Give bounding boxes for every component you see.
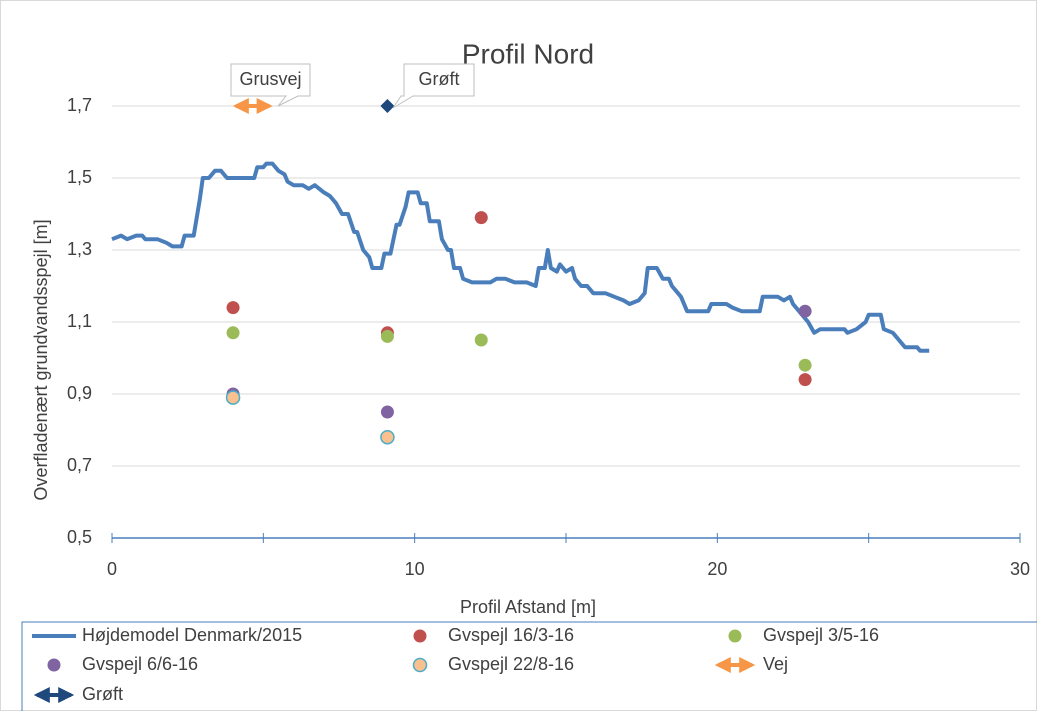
data-point: [226, 301, 240, 315]
callout-box: [230, 63, 311, 107]
legend-label: Gvspejl 3/5-16: [763, 625, 879, 645]
annotation: Grøft: [419, 69, 460, 89]
chart-title: Profil Nord: [462, 38, 594, 69]
data-point: [380, 329, 394, 343]
y-tick-label: 1,7: [67, 95, 92, 115]
x-tick-label: 10: [405, 559, 425, 579]
data-point: [226, 326, 240, 340]
y-tick-label: 1,3: [67, 239, 92, 259]
y-tick-label: 0,7: [67, 455, 92, 475]
x-axis-label: Profil Afstand [m]: [460, 597, 596, 617]
y-tick-label: 1,1: [67, 311, 92, 331]
legend-swatch: [47, 658, 61, 672]
legend-label: Gvspejl 6/6-16: [82, 654, 198, 674]
legend-swatch: [728, 629, 742, 643]
legend-label: Grøft: [82, 684, 123, 704]
data-point: [380, 405, 394, 419]
legend-swatch: [413, 629, 427, 643]
legend-label: Vej: [763, 654, 788, 674]
y-tick-label: 0,9: [67, 383, 92, 403]
x-tick-label: 0: [107, 559, 117, 579]
callout-box: [392, 63, 475, 109]
legend-label: Gvspejl 16/3-16: [448, 625, 574, 645]
x-tick-label: 30: [1010, 559, 1030, 579]
data-point: [798, 373, 812, 387]
y-tick-label: 1,5: [67, 167, 92, 187]
y-axis-label: Overfladenært grundvandsspejl [m]: [31, 219, 51, 500]
data-point: [798, 358, 812, 372]
profile-line: [111, 161, 930, 353]
data-point: [225, 390, 241, 405]
diamond-point: [380, 99, 395, 113]
annotation: Grusvej: [239, 69, 301, 89]
data-point: [380, 429, 395, 445]
legend-label: Gvspejl 22/8-16: [448, 654, 574, 674]
x-tick-label: 20: [707, 559, 727, 579]
data-point: [474, 211, 488, 225]
data-point: [798, 304, 812, 318]
legend-swatch: [412, 657, 428, 673]
legend-box: [21, 621, 1037, 711]
data-point: [474, 333, 488, 347]
legend-label: Højdemodel Denmark/2015: [82, 625, 302, 645]
y-tick-label: 0,5: [67, 527, 92, 547]
